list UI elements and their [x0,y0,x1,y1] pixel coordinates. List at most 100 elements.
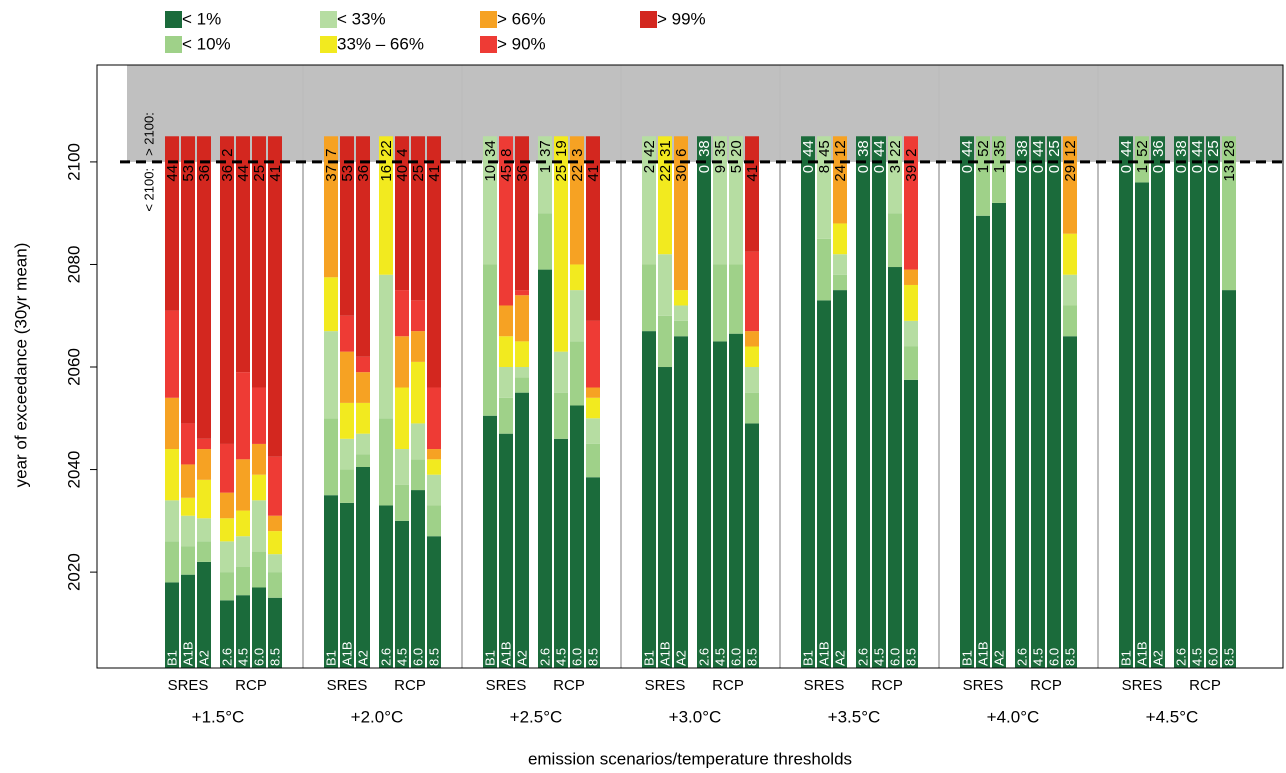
bar-segment [220,492,234,519]
scenario-label: 8.5 [1062,648,1077,666]
count-after: 8 [498,149,515,157]
scenario-label: 8.5 [903,648,918,666]
count-before: 44 [164,165,181,182]
bar-segment [745,331,759,347]
scenario-label: 4.5 [871,648,886,666]
bar-segment [411,459,425,491]
scenario-set-label: RCP [235,677,267,694]
count-before: 37 [323,165,340,182]
bar-segment [586,477,600,668]
bar-segment [713,136,727,265]
y-tick-label: 2040 [64,451,83,489]
scenario-label: B1 [800,650,815,666]
scenario-label: A2 [196,650,211,666]
count-before: 0 [1150,165,1167,173]
bar-segment [515,377,529,393]
bar-segment [817,238,831,301]
legend-label: < 33% [337,9,386,28]
count-after: 44 [1030,140,1047,157]
bar-segment [340,502,354,668]
legend-swatch [480,36,497,53]
group-label: +3.5°C [828,707,881,726]
bar-segment [411,361,425,424]
count-before: 44 [235,165,252,182]
count-after: 38 [855,140,872,157]
bar-segment [181,497,195,516]
group-label: +4.0°C [987,707,1040,726]
bar-segment [395,387,409,450]
scenario-label: 4.5 [1189,648,1204,666]
y-tick-label: 2080 [64,246,83,284]
count-before: 25 [410,165,427,182]
bar-segment [165,310,179,398]
bar-segment [252,387,266,444]
bar-segment [570,341,584,406]
bar-segment [1015,136,1029,669]
count-before: 53 [180,165,197,182]
scenario-label: A2 [673,650,688,666]
y-tick-label: 2060 [64,348,83,386]
bar-segment [642,264,656,332]
count-after: 38 [1173,140,1190,157]
bar-segment [554,392,568,439]
bar-segment [356,356,370,373]
count-after: 44 [800,140,817,157]
bar-segment [379,505,393,668]
count-after: 2 [903,149,920,157]
above-label: > 2100: [141,112,156,156]
bar-segment [1135,136,1149,183]
bar-segment [729,264,743,334]
scenario-label: 6.0 [1205,648,1220,666]
bar-segment [356,136,370,357]
count-before: 9 [712,165,729,173]
bar-segment [642,331,656,668]
bar-segment [324,418,338,496]
count-before: 0 [1189,165,1206,173]
bar-segment [181,546,195,575]
scenario-set-label: RCP [553,677,585,694]
bar-segment [713,264,727,342]
scenario-label: 6.0 [1046,648,1061,666]
count-before: 41 [744,165,761,182]
count-after: 12 [1062,140,1079,157]
scenario-set-label: SRES [327,677,368,694]
bar-segment [515,341,529,368]
scenario-label: A1B [339,641,354,666]
scenario-set-label: RCP [712,677,744,694]
bar-segment [411,331,425,362]
scenario-label: A2 [514,650,529,666]
count-after: 44 [959,140,976,157]
count-after: 52 [1134,140,1151,157]
count-before: 1 [1134,165,1151,173]
bar-segment [1135,182,1149,669]
bar-segment [268,515,282,532]
bar-segment [674,320,688,337]
bar-segment [197,561,211,668]
bar-segment [833,223,847,255]
bar-segment [395,336,409,388]
bar-segment [197,438,211,450]
scenario-label: 2.6 [696,648,711,666]
bar-segment [833,290,847,668]
scenario-label: 8.5 [426,648,441,666]
bar-segment [165,541,179,583]
group-label: +2.5°C [510,707,563,726]
bar-segment [427,459,441,475]
bar-segment [252,587,266,668]
count-after: 37 [537,140,554,157]
scenario-set-label: RCP [1030,677,1062,694]
bar-segment [745,367,759,393]
scenario-set-label: SRES [963,677,1004,694]
bar-segment [236,595,250,668]
legend-swatch [165,11,182,28]
bar-segment [904,379,918,668]
bar-segment [427,536,441,668]
bar-segment [674,290,688,306]
bar-segment [1151,136,1165,669]
bar-segment [197,518,211,542]
count-before: 0 [959,165,976,173]
bar-segment [324,331,338,419]
count-before: 53 [339,165,356,182]
count-after: 35 [712,140,729,157]
